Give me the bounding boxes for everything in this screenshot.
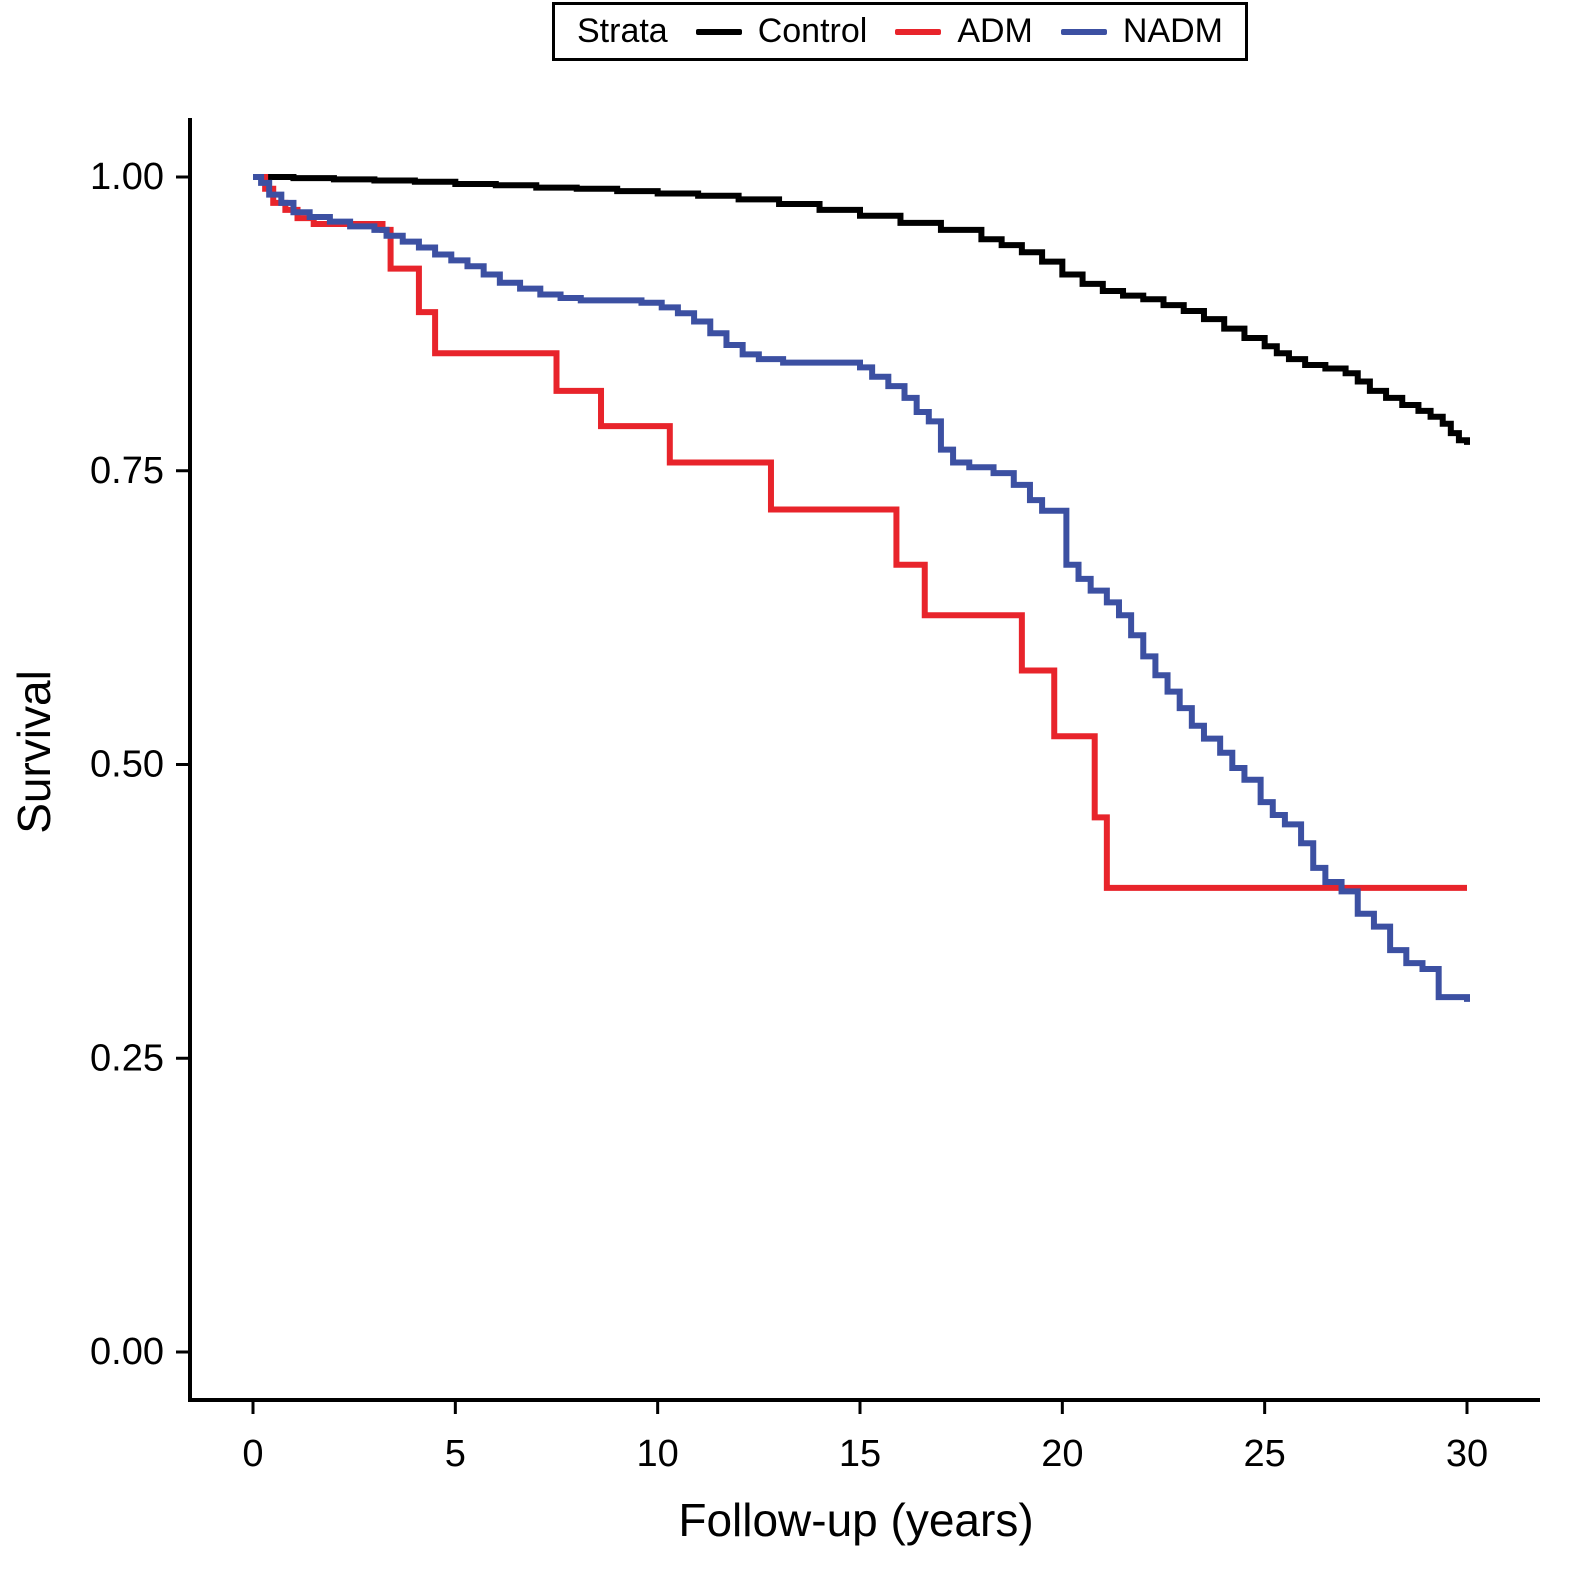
y-axis-label: Survival <box>8 670 60 834</box>
legend-item-adm: ADM <box>895 12 1033 51</box>
series-line-control <box>253 174 1470 445</box>
legend-title: Strata <box>577 12 668 50</box>
legend-swatch-control-icon <box>695 28 742 35</box>
x-tick-label: 30 <box>1446 1433 1488 1475</box>
legend-label-adm: ADM <box>957 12 1033 50</box>
x-axis-label: Follow-up (years) <box>678 1494 1034 1546</box>
y-tick-label: 0.50 <box>90 744 164 786</box>
series-line-adm <box>253 174 1467 891</box>
legend-label-nadm: NADM <box>1122 12 1223 50</box>
y-tick-label: 0.00 <box>90 1331 164 1373</box>
x-tick-label: 5 <box>445 1433 466 1475</box>
legend: Strata Control ADM NADM <box>552 2 1248 61</box>
x-tick-label: 10 <box>637 1433 679 1475</box>
series-line-nadm <box>253 174 1470 1002</box>
legend-item-control: Control <box>695 12 868 51</box>
y-tick-label: 0.25 <box>90 1037 164 1079</box>
legend-swatch-nadm-icon <box>1060 28 1107 35</box>
legend-swatch-adm-icon <box>895 28 942 35</box>
y-tick-label: 0.75 <box>90 450 164 492</box>
x-tick-label: 20 <box>1041 1433 1083 1475</box>
legend-label-control: Control <box>757 12 868 50</box>
x-tick-label: 0 <box>242 1433 263 1475</box>
legend-item-nadm: NADM <box>1060 12 1223 51</box>
y-tick-label: 1.00 <box>90 156 164 198</box>
x-tick-label: 15 <box>839 1433 881 1475</box>
x-tick-label: 25 <box>1244 1433 1286 1475</box>
